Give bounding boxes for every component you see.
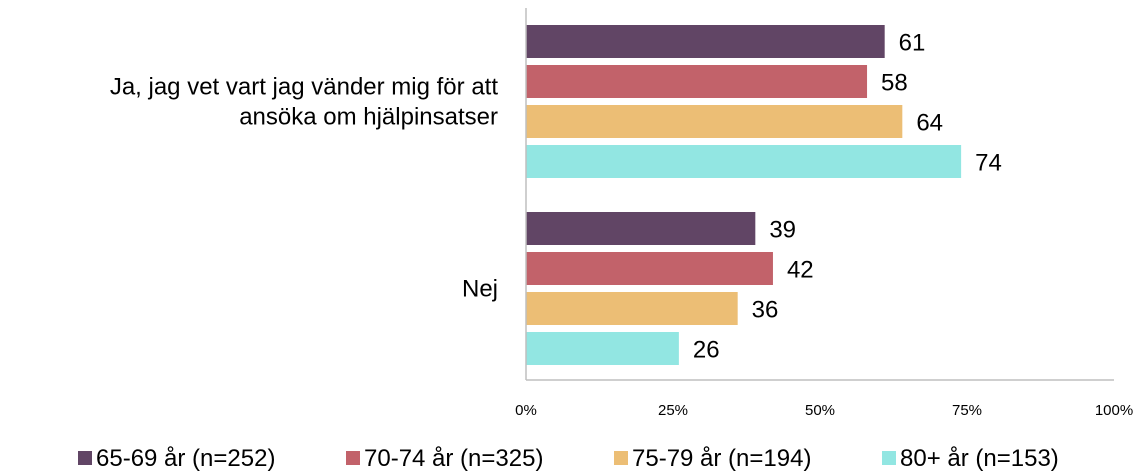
bar-1-3 — [526, 105, 903, 138]
bar-2-1 — [526, 212, 756, 245]
legend-label-2: 70-74 år (n=325) — [364, 445, 543, 472]
legend-swatch-3 — [614, 451, 628, 465]
category-label-1-line-2: ansöka om hjälpinsatser — [239, 104, 498, 131]
category-labels-layer: Ja, jag vet vart jag vänder mig för att a… — [110, 74, 499, 303]
category-label-1-line-1: Ja, jag vet vart jag vänder mig för att — [110, 74, 499, 101]
bar-1-2 — [526, 65, 868, 98]
value-label-1-3: 64 — [916, 110, 943, 137]
legend: 65-69 år (n=252) 70-74 år (n=325) 75-79 år… — [78, 445, 1059, 472]
bar-1-1 — [526, 25, 885, 58]
legend-label-3: 75-79 år (n=194) — [632, 445, 811, 472]
legend-swatch-4 — [882, 451, 896, 465]
bar-2-4 — [526, 332, 679, 365]
bar-2-3 — [526, 292, 738, 325]
value-label-2-2: 42 — [787, 257, 814, 284]
legend-label-1: 65-69 år (n=252) — [96, 445, 275, 472]
x-tick-label-3: 50% — [805, 402, 835, 419]
legend-swatch-1 — [78, 451, 92, 465]
x-tick-label-1: 0% — [515, 402, 537, 419]
legend-swatch-2 — [346, 451, 360, 465]
bars-layer — [526, 25, 962, 365]
value-label-1-2: 58 — [881, 70, 908, 97]
x-tick-labels-layer: 0% 25% 50% 75% 100% — [515, 402, 1133, 419]
value-label-2-1: 39 — [769, 217, 796, 244]
value-label-1-4: 74 — [975, 150, 1002, 177]
x-tick-label-5: 100% — [1095, 402, 1133, 419]
bar-1-4 — [526, 145, 962, 178]
x-tick-label-4: 75% — [952, 402, 982, 419]
value-label-2-4: 26 — [693, 337, 720, 364]
value-labels-layer: 61 58 64 74 39 42 36 26 — [693, 30, 1002, 364]
x-tick-label-2: 25% — [658, 402, 688, 419]
legend-label-4: 80+ år (n=153) — [900, 445, 1059, 472]
value-label-2-3: 36 — [752, 297, 779, 324]
value-label-1-1: 61 — [899, 30, 926, 57]
category-label-2-line-1: Nej — [462, 276, 498, 303]
bar-2-2 — [526, 252, 773, 285]
